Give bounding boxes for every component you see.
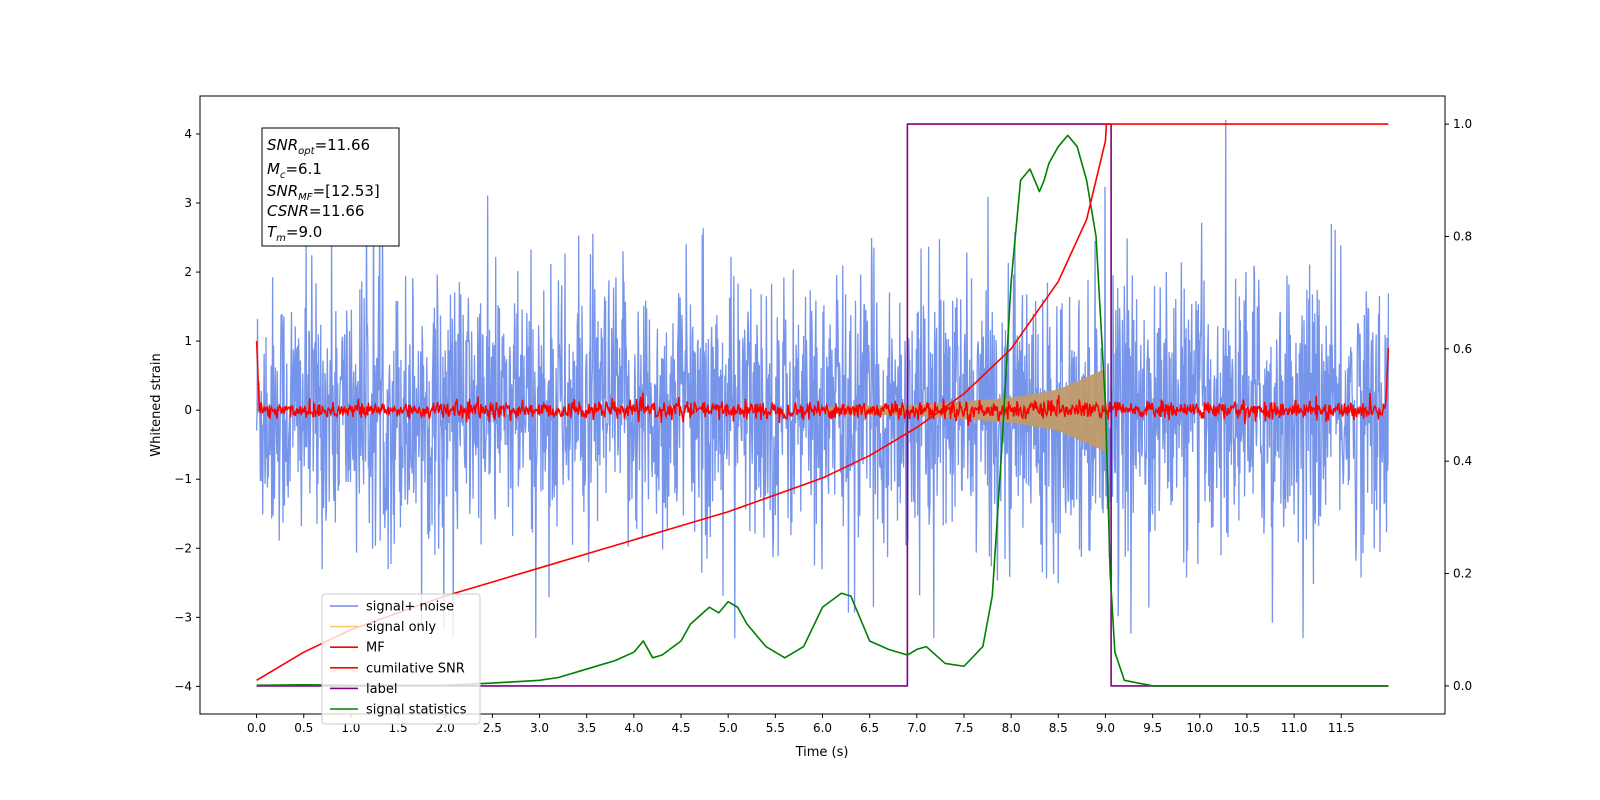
series-label: [256, 123, 1389, 687]
series-signal-noise: [255, 120, 1390, 639]
info-tm: Tm=9.0: [267, 223, 322, 244]
x-tick-label: 11.0: [1281, 721, 1308, 735]
x-tick-label: 7.5: [954, 721, 973, 735]
info-snr-mf: SNRMF=[12.53]: [267, 182, 380, 203]
y-left-tick-label: −3: [174, 610, 192, 624]
x-tick-label: 6.0: [813, 721, 832, 735]
x-tick-label: 3.0: [530, 721, 549, 735]
info-mc: Mc=6.1: [267, 160, 322, 181]
x-tick-label: 4.5: [671, 721, 690, 735]
legend-label: label: [366, 682, 397, 697]
x-tick-label: 5.5: [766, 721, 785, 735]
x-tick-label: 5.0: [719, 721, 738, 735]
y-right-tick-label: 0.2: [1453, 567, 1472, 581]
x-tick-label: 9.0: [1096, 721, 1115, 735]
y-right-tick-label: 0.8: [1453, 229, 1472, 243]
legend-label: signal statistics: [366, 703, 467, 718]
legend-label: signal only: [366, 620, 436, 635]
legend-frame: [321, 593, 481, 725]
series-signal-statistics: [256, 134, 1389, 687]
x-tick-label: 10.0: [1186, 721, 1213, 735]
y-left-tick-label: 2: [184, 265, 192, 279]
info-snr-opt: SNRopt=11.66: [267, 136, 370, 157]
x-tick-label: 0.5: [294, 721, 313, 735]
info-box: SNRopt=11.66 Mc=6.1 SNRMF=[12.53] CSNR=1…: [261, 127, 400, 247]
x-tick-label: 8.5: [1049, 721, 1068, 735]
x-tick-label: 7.0: [907, 721, 926, 735]
x-tick-label: 6.5: [860, 721, 879, 735]
x-tick-label: 4.0: [624, 721, 643, 735]
x-tick-label: 10.5: [1234, 721, 1261, 735]
y-left-tick-label: −2: [174, 541, 192, 555]
y-left-tick-label: 4: [184, 127, 192, 141]
legend-label: signal+ noise: [366, 600, 454, 615]
y-left-tick-label: 0: [184, 403, 192, 417]
y-left-tick-label: −4: [174, 679, 192, 693]
y-right-tick-label: 0.4: [1453, 454, 1472, 468]
legend: signal+ noise signal only MF cumilative SNR…: [321, 593, 481, 725]
x-tick-label: 9.5: [1143, 721, 1162, 735]
y-left-tick-label: 1: [184, 334, 192, 348]
series-mf: [255, 341, 1390, 426]
y-axis-left: 4 3 2 1 0 −1 −2 −3 −4: [174, 127, 200, 693]
x-tick-label: 3.5: [577, 721, 596, 735]
x-tick-label: 2.5: [483, 721, 502, 735]
x-tick-label: 11.5: [1328, 721, 1355, 735]
x-axis-label: Time (s): [795, 745, 849, 760]
legend-label: MF: [366, 641, 385, 656]
y-left-tick-label: 3: [184, 196, 192, 210]
y-right-tick-label: 0.6: [1453, 342, 1472, 356]
y-axis-right: 1.0 0.8 0.6 0.4 0.2 0.0: [1445, 117, 1472, 693]
y-right-tick-label: 1.0: [1453, 117, 1472, 131]
y-right-tick-label: 0.0: [1453, 679, 1472, 693]
legend-label: cumilative SNR: [366, 661, 465, 676]
x-tick-label: 0.0: [247, 721, 266, 735]
x-tick-label: 8.0: [1002, 721, 1021, 735]
info-csnr: CSNR=11.66: [267, 202, 364, 220]
y-axis-left-label: Whitened strain: [149, 353, 164, 456]
y-left-tick-label: −1: [174, 472, 192, 486]
